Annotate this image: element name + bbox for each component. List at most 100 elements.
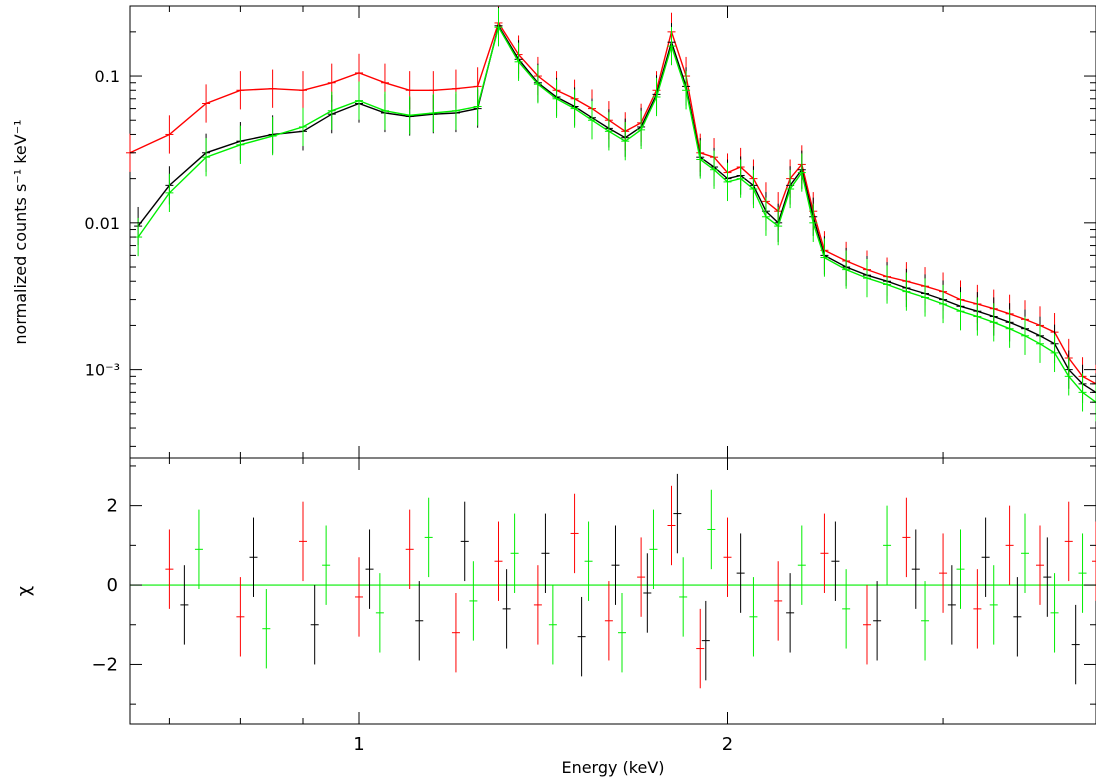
spectrum-point bbox=[637, 110, 646, 149]
residual-point bbox=[797, 525, 806, 605]
residual-point bbox=[1005, 505, 1014, 586]
residual-point bbox=[820, 513, 829, 593]
spectrum-point bbox=[667, 26, 676, 66]
spectrum-point bbox=[268, 116, 277, 156]
spectrum-point bbox=[1005, 309, 1014, 348]
residual-point bbox=[1043, 537, 1052, 617]
residual-point bbox=[643, 553, 652, 633]
spectrum-y-tick-label: 10⁻³ bbox=[85, 361, 120, 380]
residuals-series-2 bbox=[194, 489, 1087, 673]
spectrum-point bbox=[761, 197, 770, 236]
residual-point bbox=[375, 573, 384, 653]
residual-point bbox=[831, 521, 840, 601]
residual-point bbox=[355, 557, 364, 637]
residual-point bbox=[723, 517, 732, 597]
residual-point bbox=[541, 513, 550, 593]
spectrum-point bbox=[956, 292, 965, 331]
residual-point bbox=[883, 505, 892, 586]
spectrum-point bbox=[588, 101, 597, 140]
residual-point bbox=[862, 585, 871, 665]
residual-point bbox=[451, 592, 460, 673]
spectrum-point bbox=[1078, 373, 1087, 412]
spectrum-model-line-2 bbox=[137, 25, 1096, 403]
residual-point bbox=[322, 525, 331, 605]
residual-point bbox=[618, 592, 627, 673]
spectrum-point bbox=[809, 203, 818, 242]
spectrum-y-tick-label: 0.1 bbox=[95, 67, 120, 86]
residual-point bbox=[679, 557, 688, 637]
residual-point bbox=[673, 473, 682, 554]
residual-point bbox=[494, 521, 503, 601]
spectrum-point bbox=[786, 169, 795, 209]
residual-point bbox=[696, 608, 705, 689]
x-tick-label: 1 bbox=[353, 734, 364, 755]
residual-point bbox=[424, 497, 433, 578]
residual-point bbox=[1092, 521, 1096, 601]
spectrum-y-tick-label: 0.01 bbox=[84, 214, 120, 233]
residual-point bbox=[310, 585, 319, 665]
spectrum-point bbox=[797, 153, 806, 192]
spectrum-point bbox=[514, 42, 523, 81]
residual-point bbox=[460, 501, 469, 582]
spectrum-point bbox=[429, 93, 438, 133]
residual-point bbox=[989, 565, 998, 645]
spectrum-point bbox=[749, 169, 758, 209]
spectrum-point bbox=[696, 140, 705, 179]
spectrum-point bbox=[202, 84, 211, 123]
spectrum-x-ticks bbox=[168, 6, 1096, 458]
spectrum-point bbox=[921, 278, 930, 317]
x-axis-label: Energy (keV) bbox=[561, 758, 664, 777]
residual-point bbox=[502, 569, 511, 649]
residual-point bbox=[786, 573, 795, 653]
residual-point bbox=[736, 533, 745, 613]
residuals-y-axis-label: χ bbox=[14, 586, 35, 596]
spectrum-point bbox=[774, 206, 783, 246]
spectrum-point bbox=[604, 112, 613, 151]
residual-point bbox=[842, 569, 851, 649]
spectrum-point bbox=[862, 259, 871, 298]
residual-point bbox=[1035, 525, 1044, 605]
spectrum-point bbox=[883, 265, 892, 304]
residual-point bbox=[533, 565, 542, 645]
spectrum-point bbox=[533, 65, 542, 104]
residual-point bbox=[701, 600, 710, 681]
residual-point bbox=[405, 509, 414, 590]
spectrum-point bbox=[299, 71, 308, 110]
residual-point bbox=[469, 561, 478, 641]
spectrum-point bbox=[723, 162, 732, 202]
residuals-y-tick-label: −2 bbox=[91, 654, 118, 675]
spectrum-point bbox=[710, 150, 719, 189]
residual-point bbox=[165, 529, 174, 609]
spectrum-point bbox=[1035, 324, 1044, 363]
residual-point bbox=[1021, 513, 1030, 593]
spectrum-point bbox=[1021, 316, 1030, 355]
residual-point bbox=[577, 596, 586, 677]
residual-point bbox=[611, 525, 620, 605]
residual-point bbox=[973, 569, 982, 649]
spectrum-point bbox=[268, 69, 277, 108]
residual-point bbox=[236, 577, 245, 657]
residual-point bbox=[1013, 577, 1022, 657]
residual-point bbox=[981, 517, 990, 597]
residual-point bbox=[902, 497, 911, 578]
spectrum-point bbox=[973, 297, 982, 336]
residual-point bbox=[1071, 604, 1080, 685]
spectrum-point bbox=[989, 303, 998, 342]
residual-point bbox=[649, 509, 658, 590]
residual-point bbox=[749, 577, 758, 657]
spectrum-point bbox=[494, 8, 503, 47]
residual-point bbox=[939, 533, 948, 613]
residual-point bbox=[921, 581, 930, 661]
spectrum-plot-frame bbox=[129, 5, 1096, 459]
residual-point bbox=[947, 565, 956, 645]
residual-point bbox=[584, 521, 593, 601]
residuals-y-ticks: 2 0 −2 bbox=[91, 465, 1096, 705]
residual-point bbox=[604, 581, 613, 661]
spectrum-point bbox=[299, 107, 308, 147]
residual-point bbox=[180, 565, 189, 645]
residual-point bbox=[548, 585, 557, 665]
spectrum-point bbox=[621, 122, 630, 161]
spectrum-series-1 bbox=[134, 6, 1096, 412]
